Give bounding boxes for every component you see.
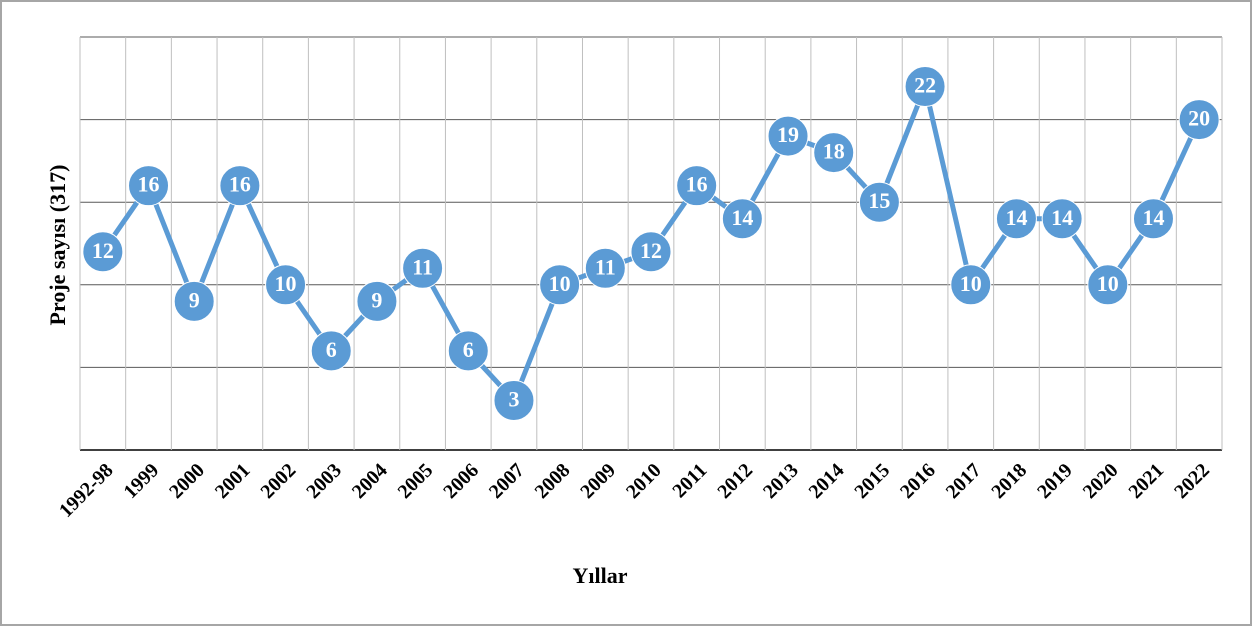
- data-label: 10: [1097, 271, 1119, 296]
- marker: [1041, 198, 1083, 240]
- data-label: 10: [275, 271, 297, 296]
- data-label: 9: [371, 287, 382, 312]
- data-label: 12: [92, 238, 114, 263]
- data-label: 9: [189, 287, 200, 312]
- marker: [950, 264, 992, 306]
- data-label: 10: [549, 271, 571, 296]
- data-label: 14: [1051, 205, 1073, 230]
- marker: [676, 165, 718, 207]
- data-label: 16: [138, 172, 160, 197]
- marker: [402, 247, 444, 289]
- marker: [1087, 264, 1129, 306]
- data-label: 19: [777, 122, 799, 147]
- data-label: 12: [640, 238, 662, 263]
- data-label: 14: [1005, 205, 1027, 230]
- data-label: 16: [229, 172, 251, 197]
- data-label: 15: [868, 188, 890, 213]
- marker: [356, 280, 398, 322]
- marker: [539, 264, 581, 306]
- marker: [630, 231, 672, 273]
- data-label: 11: [412, 254, 433, 279]
- x-axis-label: Yıllar: [573, 563, 628, 588]
- marker: [995, 198, 1037, 240]
- marker: [219, 165, 261, 207]
- marker: [128, 165, 170, 207]
- marker: [904, 66, 946, 108]
- data-label: 16: [686, 172, 708, 197]
- data-label: 18: [823, 139, 845, 164]
- marker: [82, 231, 124, 273]
- data-label: 11: [595, 254, 616, 279]
- y-axis-label: Proje sayısı (317): [45, 165, 70, 326]
- marker: [265, 264, 307, 306]
- data-label: 10: [960, 271, 982, 296]
- data-label: 14: [731, 205, 753, 230]
- data-label: 6: [326, 337, 337, 362]
- data-label: 22: [914, 73, 936, 98]
- marker: [858, 181, 900, 223]
- marker: [310, 330, 352, 372]
- marker: [721, 198, 763, 240]
- marker: [493, 379, 535, 421]
- marker: [767, 115, 809, 157]
- marker: [1132, 198, 1174, 240]
- marker: [584, 247, 626, 289]
- data-label: 3: [508, 386, 519, 411]
- data-label: 14: [1142, 205, 1164, 230]
- marker: [813, 132, 855, 174]
- marker: [1178, 99, 1220, 141]
- marker: [173, 280, 215, 322]
- data-label: 20: [1188, 106, 1210, 131]
- marker: [447, 330, 489, 372]
- data-label: 6: [463, 337, 474, 362]
